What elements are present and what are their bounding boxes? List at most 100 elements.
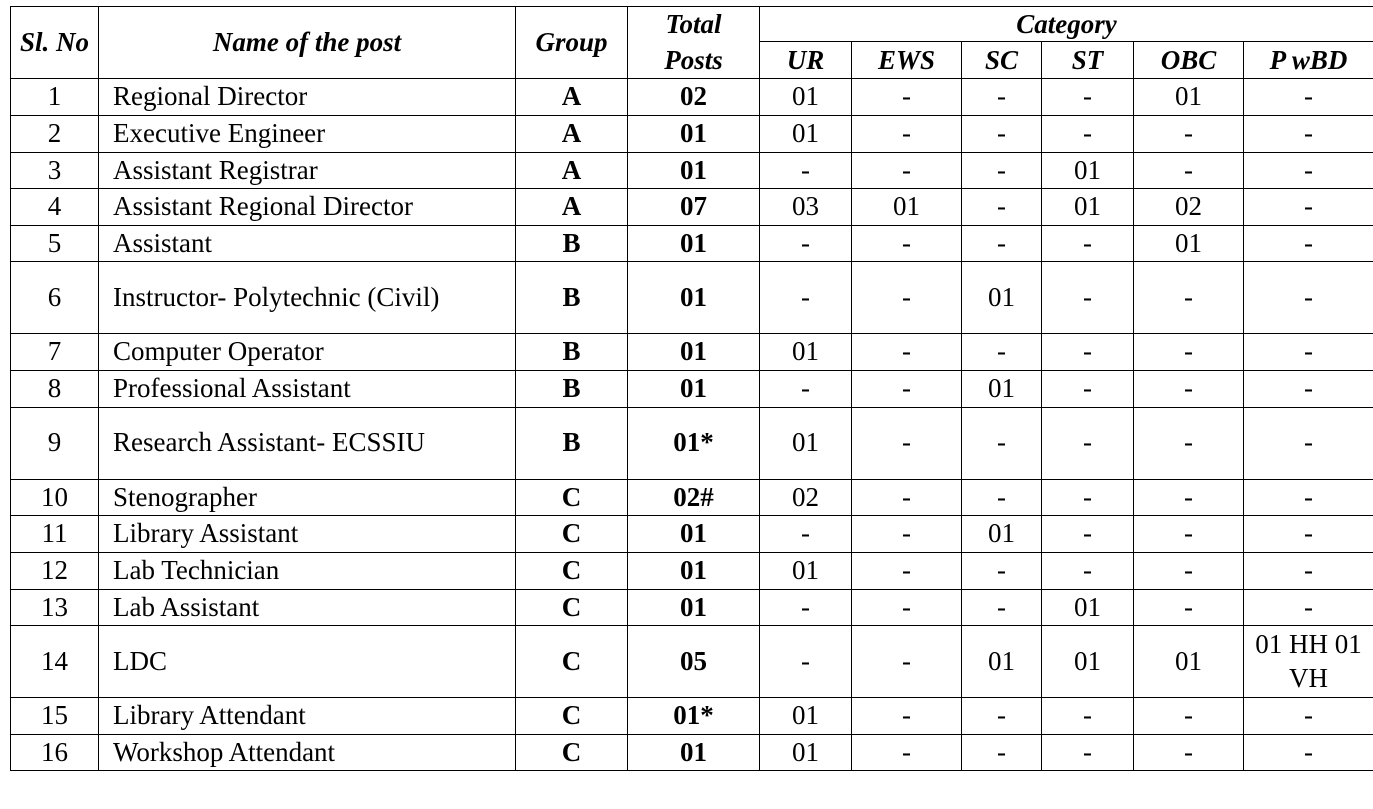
pwbd-cell: -	[1242, 333, 1373, 371]
ews-cell: -	[851, 333, 962, 371]
ews-cell: -	[851, 588, 962, 627]
total-posts-cell: 01	[627, 588, 760, 627]
st-cell: -	[1041, 515, 1134, 553]
sc-cell: -	[961, 151, 1042, 190]
sl-no-cell: 6	[10, 261, 99, 335]
pwbd-cell: -	[1242, 261, 1373, 335]
ews-cell: -	[851, 261, 962, 335]
total-posts-cell: 07	[627, 188, 760, 226]
header-category: Category	[758, 5, 1373, 43]
group-cell: C	[515, 551, 628, 590]
group-cell: C	[515, 588, 628, 627]
pwbd-cell: -	[1242, 478, 1373, 517]
sl-no-cell: 16	[10, 733, 99, 772]
total-posts-cell: 01*	[627, 406, 760, 480]
sc-cell: -	[961, 333, 1042, 371]
sc-cell: -	[961, 733, 1042, 772]
post-name-cell: Stenographer	[98, 478, 516, 517]
table-row: 13 Lab Assistant C 01- - -01- -	[10, 588, 1373, 627]
ews-cell: -	[851, 478, 962, 517]
group-cell: B	[515, 224, 628, 263]
header-pwbd: P wBD	[1242, 41, 1373, 80]
sl-no-cell: 1	[10, 78, 99, 116]
obc-cell: -	[1133, 406, 1244, 480]
table-row: 1 Regional Director A 02 01- - -01-	[10, 78, 1373, 116]
table-row: 3 Assistant Registrar A 01- - -01- -	[10, 151, 1373, 190]
obc-cell: -	[1133, 333, 1244, 371]
sl-no-cell: 15	[10, 697, 99, 735]
ur-cell: 01	[759, 733, 852, 772]
group-cell: A	[515, 78, 628, 116]
ur-cell: 03	[759, 188, 852, 226]
ur-cell: 01	[759, 551, 852, 590]
total-posts-cell: 01	[627, 224, 760, 263]
obc-cell: -	[1133, 370, 1244, 408]
total-posts-cell: 01	[627, 114, 760, 153]
table-row: 14 LDC C 05- -01 01 01 01 HH 01 VH	[10, 625, 1373, 699]
pwbd-cell: -	[1242, 551, 1373, 590]
st-cell: -	[1041, 733, 1134, 772]
post-name-cell: Library Assistant	[98, 515, 516, 553]
sc-cell: 01	[961, 625, 1042, 699]
ews-cell: -	[851, 151, 962, 190]
pwbd-cell: -	[1242, 188, 1373, 226]
total-posts-cell: 01	[627, 370, 760, 408]
ews-cell: -	[851, 551, 962, 590]
post-name-cell: Workshop Attendant	[98, 733, 516, 772]
pwbd-cell: -	[1242, 78, 1373, 116]
header-obc: OBC	[1133, 41, 1244, 80]
ews-cell: -	[851, 625, 962, 699]
post-name-cell: Assistant Regional Director	[98, 188, 516, 226]
pwbd-cell: -	[1242, 151, 1373, 190]
ews-cell: -	[851, 406, 962, 480]
group-cell: A	[515, 188, 628, 226]
obc-cell: -	[1133, 515, 1244, 553]
sc-cell: 01	[961, 515, 1042, 553]
total-posts-cell: 05	[627, 625, 760, 699]
ur-cell: -	[759, 224, 852, 263]
post-name-cell: Research Assistant- ECSSIU	[98, 406, 516, 480]
obc-cell: -	[1133, 588, 1244, 627]
sc-cell: -	[961, 406, 1042, 480]
group-cell: B	[515, 406, 628, 480]
total-posts-cell: 02#	[627, 478, 760, 517]
header-name-of-post: Name of the post	[98, 5, 516, 80]
table-row: 11 Library Assistant C 01- -01- - -	[10, 515, 1373, 553]
post-name-cell: Computer Operator	[98, 333, 516, 371]
sc-cell: -	[961, 188, 1042, 226]
st-cell: -	[1041, 333, 1134, 371]
group-cell: B	[515, 333, 628, 371]
obc-cell: -	[1133, 697, 1244, 735]
header-ur: UR	[759, 41, 852, 80]
obc-cell: 01	[1133, 78, 1244, 116]
st-cell: 01	[1041, 588, 1134, 627]
ur-cell: 02	[759, 478, 852, 517]
group-cell: B	[515, 370, 628, 408]
sl-no-cell: 9	[10, 406, 99, 480]
header-sl-no: Sl. No	[10, 5, 99, 80]
pwbd-cell: 01 HH 01 VH	[1242, 625, 1373, 699]
sc-cell: -	[961, 224, 1042, 263]
sl-no-cell: 11	[10, 515, 99, 553]
ews-cell: 01	[851, 188, 962, 226]
post-name-cell: LDC	[98, 625, 516, 699]
ur-cell: -	[759, 588, 852, 627]
obc-cell: -	[1133, 733, 1244, 772]
ur-cell: -	[759, 625, 852, 699]
st-cell: -	[1041, 551, 1134, 590]
ur-cell: 01	[759, 78, 852, 116]
header-group: Group	[515, 5, 628, 80]
obc-cell: -	[1133, 261, 1244, 335]
header-sc: SC	[961, 41, 1042, 80]
ews-cell: -	[851, 515, 962, 553]
pwbd-cell: -	[1242, 588, 1373, 627]
st-cell: 01	[1041, 625, 1134, 699]
st-cell: -	[1041, 78, 1134, 116]
obc-cell: 02	[1133, 188, 1244, 226]
ur-cell: 01	[759, 333, 852, 371]
sc-cell: 01	[961, 370, 1042, 408]
post-name-cell: Lab Assistant	[98, 588, 516, 627]
vacancy-table: Sl. No Name of the post Group Total Post…	[10, 5, 1373, 772]
post-name-cell: Professional Assistant	[98, 370, 516, 408]
